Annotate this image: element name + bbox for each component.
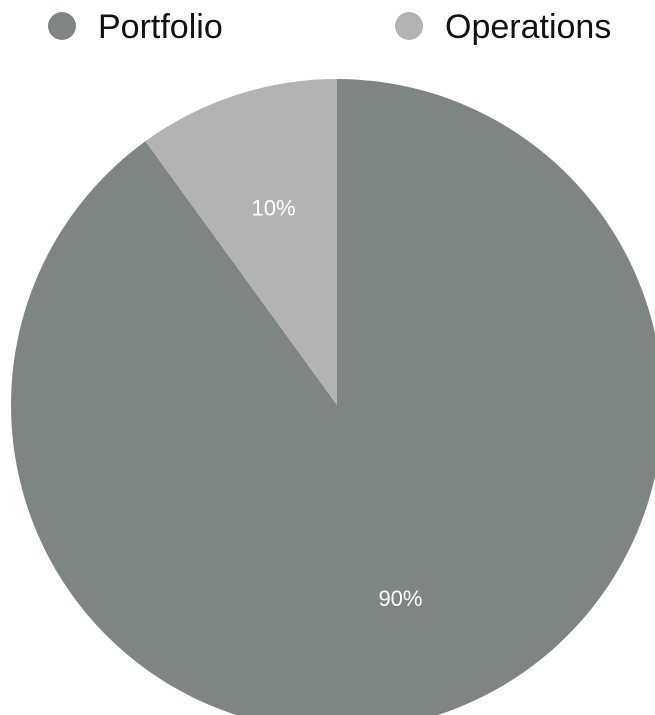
pie-slices <box>11 79 655 715</box>
pie-slice-labels: 90% 10% <box>252 195 423 611</box>
legend-label-operations: Operations <box>445 8 611 46</box>
legend-swatch-operations <box>395 12 423 40</box>
slice-label-portfolio: 90% <box>378 586 422 611</box>
pie-slice-portfolio <box>11 79 655 715</box>
legend-label-portfolio: Portfolio <box>98 8 223 46</box>
legend-item-operations: Operations <box>395 8 611 46</box>
slice-label-operations: 10% <box>252 195 296 220</box>
pie-slice-operations <box>145 79 337 405</box>
legend-item-portfolio: Portfolio <box>48 8 223 46</box>
chart-legend: Portfolio Operations <box>48 8 611 46</box>
legend-swatch-portfolio <box>48 12 76 40</box>
